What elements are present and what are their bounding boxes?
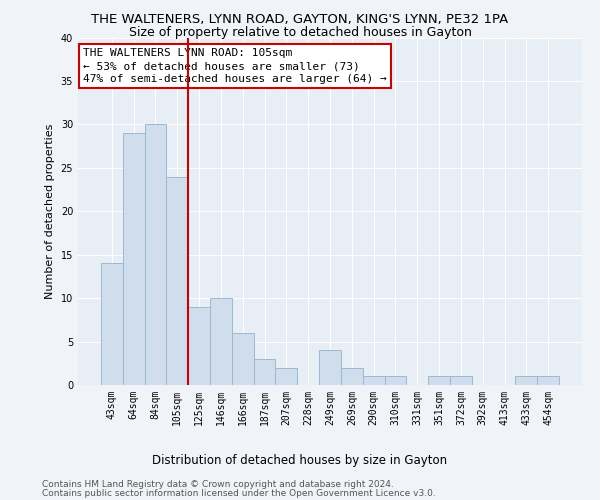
Bar xyxy=(254,359,275,385)
Bar xyxy=(537,376,559,385)
Text: Contains HM Land Registry data © Crown copyright and database right 2024.: Contains HM Land Registry data © Crown c… xyxy=(42,480,394,489)
Bar xyxy=(232,333,254,385)
Bar xyxy=(385,376,406,385)
Bar xyxy=(123,133,145,385)
Text: Contains public sector information licensed under the Open Government Licence v3: Contains public sector information licen… xyxy=(42,488,436,498)
Bar xyxy=(210,298,232,385)
Text: THE WALTENERS, LYNN ROAD, GAYTON, KING'S LYNN, PE32 1PA: THE WALTENERS, LYNN ROAD, GAYTON, KING'S… xyxy=(91,12,509,26)
Bar xyxy=(101,264,123,385)
Text: Distribution of detached houses by size in Gayton: Distribution of detached houses by size … xyxy=(152,454,448,467)
Bar xyxy=(166,176,188,385)
Bar xyxy=(145,124,166,385)
Bar xyxy=(275,368,297,385)
Text: THE WALTENERS LYNN ROAD: 105sqm
← 53% of detached houses are smaller (73)
47% of: THE WALTENERS LYNN ROAD: 105sqm ← 53% of… xyxy=(83,48,387,84)
Y-axis label: Number of detached properties: Number of detached properties xyxy=(45,124,55,299)
Bar xyxy=(188,307,210,385)
Bar xyxy=(319,350,341,385)
Bar xyxy=(450,376,472,385)
Bar xyxy=(341,368,363,385)
Bar xyxy=(363,376,385,385)
Bar xyxy=(428,376,450,385)
Text: Size of property relative to detached houses in Gayton: Size of property relative to detached ho… xyxy=(128,26,472,39)
Bar xyxy=(515,376,537,385)
